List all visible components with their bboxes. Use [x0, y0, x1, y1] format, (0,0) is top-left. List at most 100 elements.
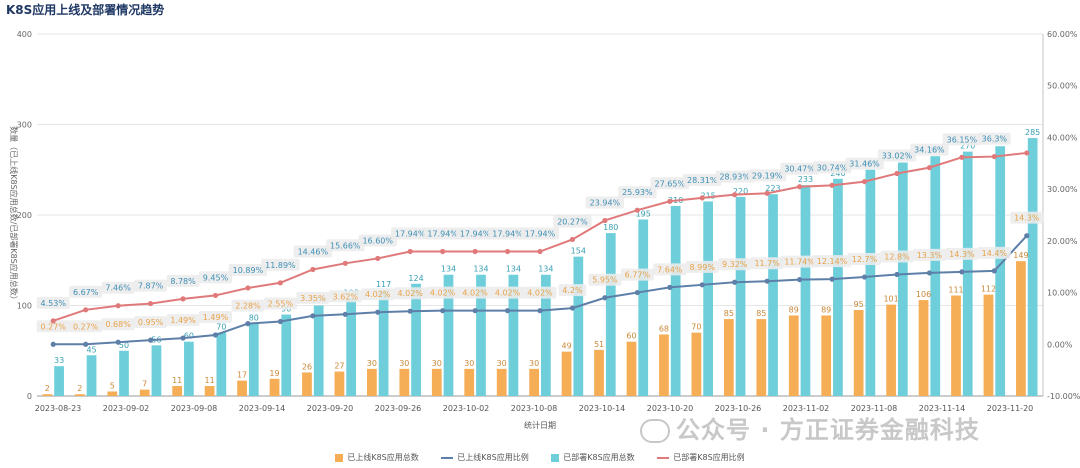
point-deployed-ratio: [1024, 150, 1030, 156]
line-value-label: 6.77%: [625, 271, 651, 280]
line-value-label: 14.4%: [982, 249, 1008, 258]
point-deployed-ratio: [667, 198, 673, 204]
x-tick-label: 2023-11-08: [851, 404, 898, 413]
line-value-label: 9.45%: [203, 273, 229, 282]
bar-value-label: 85: [724, 309, 734, 318]
wechat-icon: [640, 419, 670, 443]
bar-deployed-total: [508, 274, 519, 396]
bar-deployed-total: [411, 283, 421, 396]
data-label-bg: [653, 263, 687, 276]
point-online-ratio: [764, 278, 770, 284]
point-deployed-ratio: [375, 255, 381, 262]
data-label-bg: [263, 297, 297, 310]
data-label-bg: [134, 316, 168, 329]
bar-value-label: 30: [529, 359, 539, 368]
x-tick-label: 2023-11-02: [783, 404, 830, 413]
point-deployed-ratio: [732, 192, 738, 198]
line-value-label: 17.94%: [395, 230, 426, 239]
line-value-label: 8.99%: [690, 263, 716, 272]
point-deployed-ratio: [407, 248, 413, 255]
line-value-label: 17.94%: [525, 230, 556, 239]
bar-deployed-total: [476, 274, 486, 396]
legend-item-deployed-total[interactable]: 已部署K8S应用总数: [551, 452, 635, 463]
line-value-label: 33.02%: [882, 152, 913, 161]
point-deployed-ratio: [537, 248, 543, 255]
data-label-bg: [198, 271, 232, 284]
y2-tick-label: 20.00%: [1047, 237, 1078, 246]
data-label-bg: [36, 320, 70, 333]
data-label-bg: [523, 286, 557, 299]
bar-value-label: 101: [883, 295, 898, 304]
data-label-bg: [296, 291, 330, 304]
data-label-bg: [845, 157, 884, 170]
bar-value-label: 117: [376, 280, 391, 289]
bar-online-total: [983, 294, 994, 396]
point-online-ratio: [147, 337, 154, 343]
bar-deployed-total: [995, 146, 1006, 396]
legend-item-online-ratio[interactable]: 已上线K8S应用比例: [441, 452, 529, 463]
bar-value-label: 270: [960, 142, 975, 151]
data-label-bg: [166, 274, 200, 287]
bar-online-total: [723, 319, 734, 396]
bar-deployed-total: [313, 305, 324, 396]
point-online-ratio: [440, 308, 446, 314]
point-online-ratio: [504, 308, 511, 314]
legend-label: 已上线K8S应用比例: [457, 453, 529, 462]
data-label-bg: [36, 296, 70, 309]
bar-value-label: 30: [367, 359, 377, 368]
x-tick-label: 2023-09-14: [239, 404, 286, 413]
line-value-label: 4.02%: [527, 289, 553, 298]
y2-tick-label: 50.00%: [1047, 82, 1078, 91]
point-deployed-ratio: [634, 207, 640, 213]
data-label-bg: [685, 260, 719, 273]
bar-online-total: [496, 368, 507, 396]
x-tick-label: 2023-09-26: [375, 404, 422, 413]
bar-value-label: 149: [1013, 251, 1028, 260]
line-value-label: 0.68%: [105, 320, 131, 329]
line-value-label: 4.02%: [462, 289, 488, 298]
legend-item-online-total[interactable]: 已上线K8S应用总数: [335, 452, 419, 463]
line-value-label: 9.32%: [722, 260, 748, 269]
bar-deployed-total: [962, 151, 973, 396]
line-value-label: 4.02%: [365, 290, 391, 299]
bar-online-total: [1016, 261, 1026, 396]
data-label-bg: [69, 285, 103, 298]
point-deployed-ratio: [245, 285, 251, 291]
x-tick-label: 2023-09-20: [307, 404, 354, 413]
bar-online-total: [659, 334, 669, 396]
bar-value-label: 2: [77, 384, 82, 393]
data-label-bg: [558, 284, 587, 297]
bar-value-label: 60: [626, 332, 636, 341]
point-deployed-ratio: [959, 154, 965, 160]
data-label-bg: [945, 247, 979, 260]
bar-value-label: 215: [700, 191, 715, 200]
line-value-label: 36.3%: [982, 135, 1008, 144]
point-online-ratio: [861, 274, 868, 280]
line-value-label: 0.27%: [73, 322, 99, 331]
y-tick-label: 0: [27, 392, 32, 401]
y2-tick-label: 40.00%: [1047, 133, 1078, 142]
line-value-label: 4.02%: [430, 289, 456, 298]
bar-online-total: [821, 315, 832, 396]
bar-deployed-total: [151, 345, 162, 396]
line-value-label: 15.66%: [330, 241, 361, 250]
bar-deployed-total: [897, 162, 908, 396]
data-label-bg: [780, 255, 819, 268]
bar-deployed-total: [638, 219, 649, 396]
legend-item-deployed-ratio[interactable]: 已部署K8S应用比例: [657, 452, 745, 463]
line-value-label: 4.2%: [562, 286, 583, 295]
point-online-ratio: [245, 321, 251, 327]
bar-online-total: [237, 380, 247, 396]
data-label-bg: [390, 227, 430, 240]
data-label-bg: [715, 170, 754, 183]
x-tick-label: 2023-10-14: [579, 404, 626, 413]
y-tick-label: 100: [17, 302, 32, 311]
line-value-label: 17.94%: [427, 230, 458, 239]
bar-online-total: [594, 349, 604, 396]
point-deployed-ratio: [764, 190, 770, 196]
point-deployed-ratio: [797, 184, 803, 190]
bar-value-label: 134: [441, 265, 456, 274]
bar-value-label: 19: [269, 369, 279, 378]
bar-deployed-total: [54, 366, 64, 396]
bar-deployed-total: [248, 323, 259, 396]
